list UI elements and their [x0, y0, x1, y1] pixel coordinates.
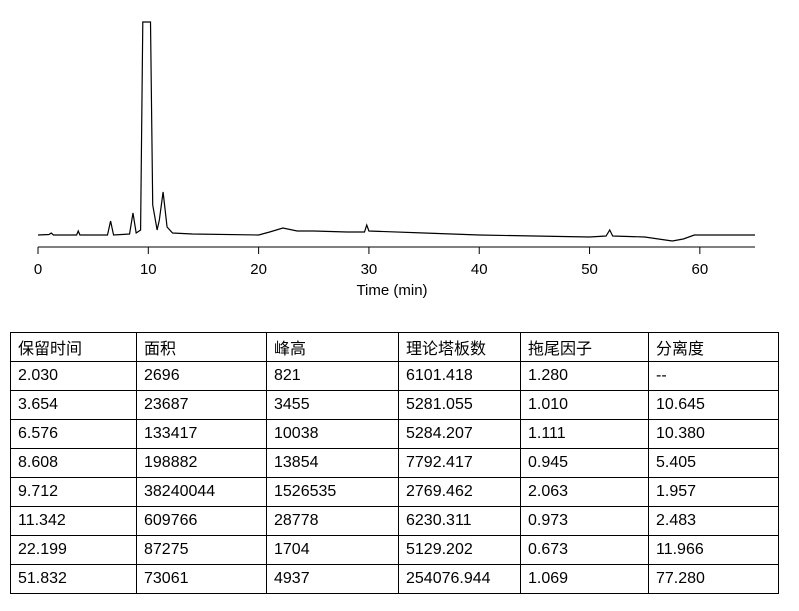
table-cell: 13854 — [266, 448, 399, 478]
table-cell: 23687 — [136, 390, 267, 420]
table-cell: 5281.055 — [398, 390, 521, 420]
table-cell: 峰高 — [266, 332, 399, 362]
table-cell: 6230.311 — [398, 506, 521, 536]
table-cell: 6101.418 — [398, 361, 521, 391]
table-cell: 拖尾因子 — [520, 332, 649, 362]
peak-table: 保留时间 面积 峰高 理论塔板数 拖尾因子 分离度 2.030 2696 821 6101.418… — [10, 332, 779, 594]
table-row: 9.712 38240044 1526535 2769.462 2.063 1.957 — [10, 477, 779, 507]
table-cell: 9.712 — [10, 477, 137, 507]
table-cell: 4937 — [266, 564, 399, 594]
table-cell: 1704 — [266, 535, 399, 565]
table-row: 51.832 73061 4937 254076.944 1.069 77.280 — [10, 564, 779, 594]
x-tick-label: 40 — [471, 261, 488, 278]
table-row: 22.199 87275 1704 5129.202 0.673 11.966 — [10, 535, 779, 565]
table-cell: 7792.417 — [398, 448, 521, 478]
chromatogram: Time (min) 0 10 20 30 40 50 60 — [34, 21, 755, 299]
table-cell: 3455 — [266, 390, 399, 420]
table-cell: 11.342 — [10, 506, 137, 536]
table-cell: 0.973 — [520, 506, 649, 536]
table-cell: 77.280 — [648, 564, 779, 594]
table-cell: 198882 — [136, 448, 267, 478]
table-cell: 0.945 — [520, 448, 649, 478]
table-cell: 133417 — [136, 419, 267, 449]
table-cell: 10.380 — [648, 419, 779, 449]
table-cell: 1.069 — [520, 564, 649, 594]
table-cell: 分离度 — [648, 332, 779, 362]
table-row: 6.576 133417 10038 5284.207 1.111 10.380 — [10, 419, 779, 449]
table-cell: 1.010 — [520, 390, 649, 420]
table-cell: 821 — [266, 361, 399, 391]
table-row: 2.030 2696 821 6101.418 1.280 -- — [10, 361, 779, 391]
table-cell: 5129.202 — [398, 535, 521, 565]
x-tick-label: 30 — [361, 261, 378, 278]
table-cell: 0.673 — [520, 535, 649, 565]
x-tick-label: 20 — [250, 261, 267, 278]
table-cell: 1.957 — [648, 477, 779, 507]
table-cell: 1.280 — [520, 361, 649, 391]
table-cell: 2.483 — [648, 506, 779, 536]
table-cell: 6.576 — [10, 419, 137, 449]
table-cell: -- — [648, 361, 779, 391]
trace — [37, 21, 755, 242]
table-cell: 1.111 — [520, 419, 649, 449]
table-cell: 面积 — [136, 332, 267, 362]
x-tick-label: 10 — [140, 261, 157, 278]
table-cell: 11.966 — [648, 535, 779, 565]
table-cell: 10038 — [266, 419, 399, 449]
table-cell: 2696 — [136, 361, 267, 391]
table-cell: 22.199 — [10, 535, 137, 565]
x-axis-label: Time (min) — [356, 282, 427, 299]
x-tick-label: 50 — [581, 261, 598, 278]
table-cell: 3.654 — [10, 390, 137, 420]
table-row: 保留时间 面积 峰高 理论塔板数 拖尾因子 分离度 — [10, 332, 779, 362]
table-cell: 8.608 — [10, 448, 137, 478]
table-cell: 10.645 — [648, 390, 779, 420]
table-cell: 73061 — [136, 564, 267, 594]
table-cell: 2.063 — [520, 477, 649, 507]
table-cell: 38240044 — [136, 477, 267, 507]
table-cell: 1526535 — [266, 477, 399, 507]
table-cell: 5.405 — [648, 448, 779, 478]
table-row: 11.342 609766 28778 6230.311 0.973 2.483 — [10, 506, 779, 536]
table-cell: 5284.207 — [398, 419, 521, 449]
table-cell: 2769.462 — [398, 477, 521, 507]
x-tick-label: 0 — [34, 261, 42, 278]
table-row: 3.654 23687 3455 5281.055 1.010 10.645 — [10, 390, 779, 420]
table-cell: 254076.944 — [398, 564, 521, 594]
table-cell: 理论塔板数 — [398, 332, 521, 362]
table-cell: 保留时间 — [10, 332, 137, 362]
x-tick-label: 60 — [692, 261, 709, 278]
table-row: 8.608 198882 13854 7792.417 0.945 5.405 — [10, 448, 779, 478]
table-cell: 51.832 — [10, 564, 137, 594]
table-cell: 2.030 — [10, 361, 137, 391]
table-cell: 87275 — [136, 535, 267, 565]
table-cell: 28778 — [266, 506, 399, 536]
table-cell: 609766 — [136, 506, 267, 536]
